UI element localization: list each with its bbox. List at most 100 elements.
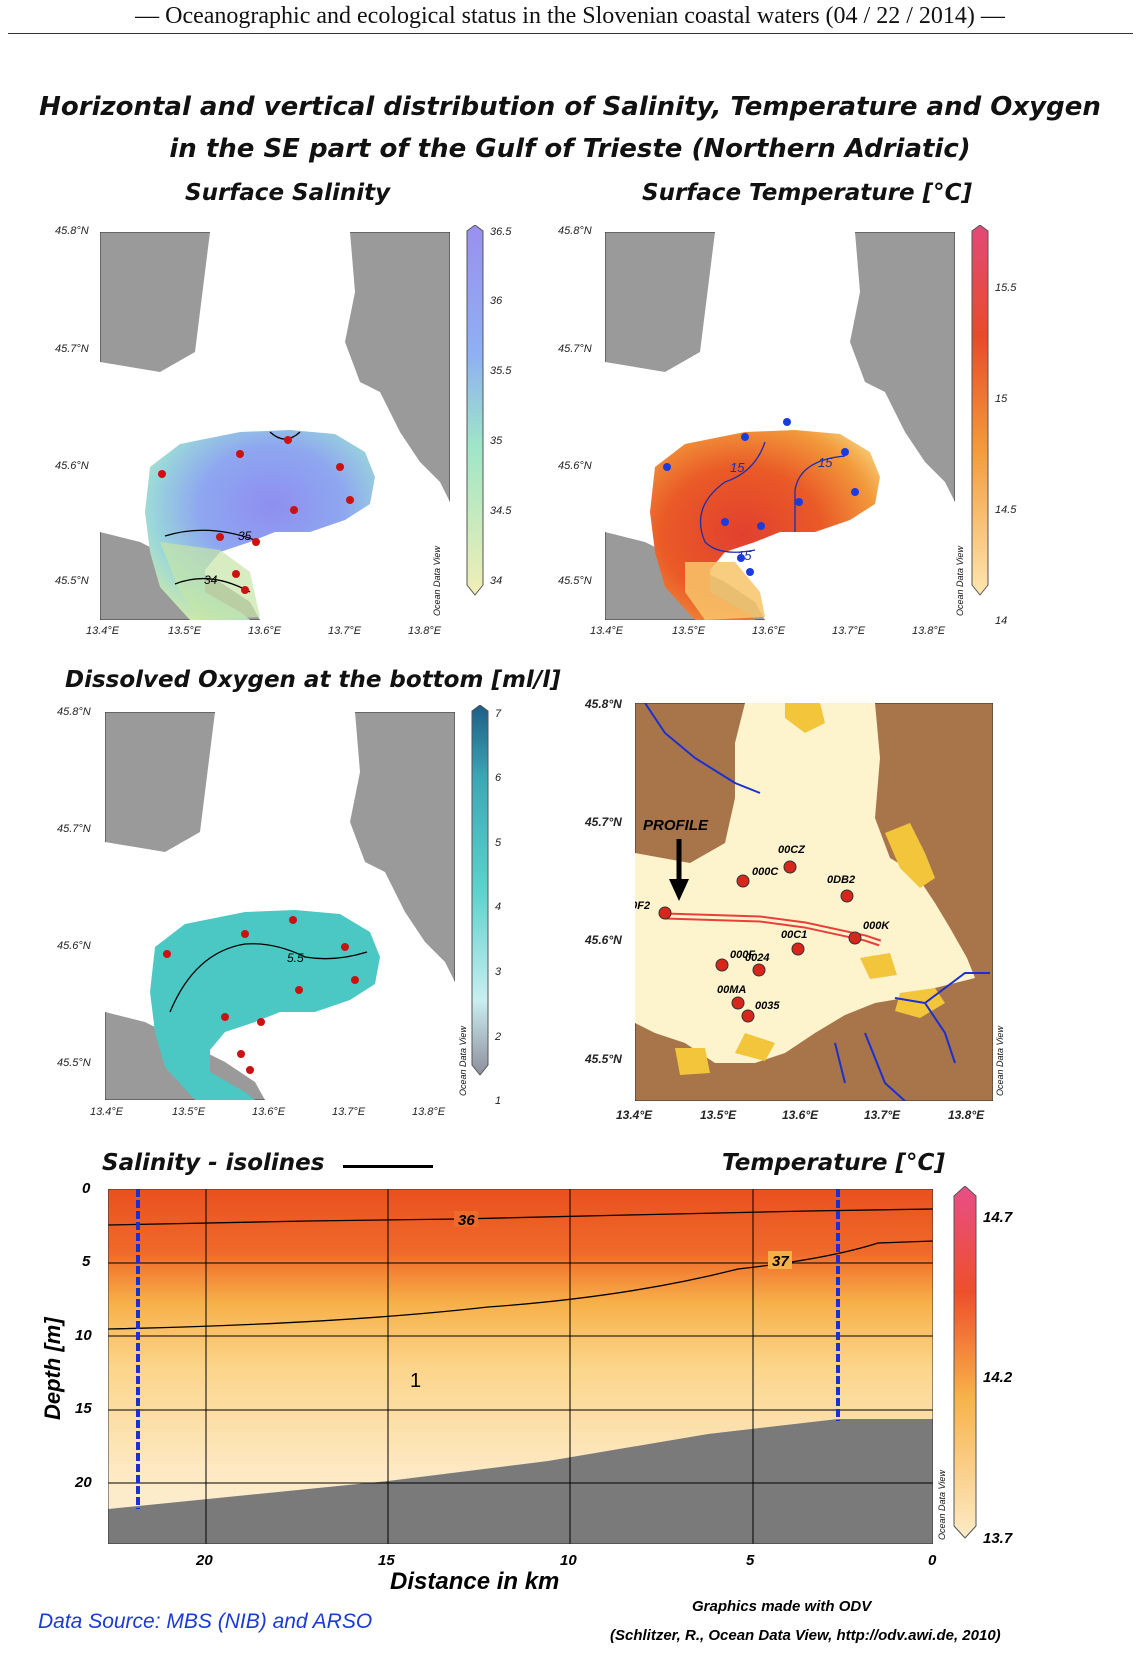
- page-number: 1: [410, 1370, 421, 1392]
- lat-label: 45.7°N: [55, 343, 89, 355]
- contour-label: 15: [730, 460, 745, 475]
- station-dot: [241, 930, 249, 938]
- lon-label: 13.8°E: [412, 1106, 446, 1118]
- contour-line: [169, 943, 368, 1013]
- oxygen-colorbar: [471, 705, 489, 1076]
- lon-label: 13.6°E: [252, 1106, 286, 1118]
- station-label: 0DB2: [827, 874, 855, 886]
- odv-credit: Ocean Data View: [432, 546, 442, 616]
- station-label: 0035: [755, 1000, 780, 1012]
- colorbar-tick: 14.5: [995, 504, 1017, 516]
- colorbar-tick: 15.5: [995, 282, 1017, 294]
- lat-label: 45.6°N: [55, 460, 89, 472]
- station-marker: [741, 1009, 755, 1023]
- river: [644, 703, 761, 794]
- salinity-panel-title: Surface Salinity: [185, 180, 391, 206]
- station-dot: [746, 568, 754, 576]
- lon-label: 13.8°E: [948, 1108, 985, 1122]
- section-right-title: Temperature [°C]: [722, 1150, 945, 1176]
- depth-tick: 5: [82, 1253, 91, 1270]
- temperature-panel-title: Surface Temperature [°C]: [642, 180, 972, 206]
- station-label: 000C: [752, 866, 779, 878]
- distance-tick: 0: [928, 1552, 937, 1569]
- isoline-label: 37: [772, 1253, 789, 1270]
- lon-label: 13.4°E: [86, 625, 120, 637]
- colorbar-tick: 34: [490, 575, 503, 587]
- figure-title: Horizontal and vertical distribution of …: [0, 86, 1140, 170]
- station-label: 0024: [745, 952, 769, 964]
- contour-label: 35: [238, 529, 252, 543]
- station-dot: [289, 916, 297, 924]
- lon-label: 13.8°E: [408, 625, 442, 637]
- salinity-colorbar: [466, 225, 484, 596]
- profile-arrowhead: [669, 879, 689, 901]
- lat-label: 45.8°N: [585, 697, 622, 711]
- station-dot: [336, 463, 344, 471]
- colorbar-tick: 14.7: [983, 1209, 1013, 1226]
- station-dot: [795, 498, 803, 506]
- contour-label: 5.5: [287, 951, 304, 965]
- station-dot: [841, 448, 849, 456]
- station-marker: [736, 874, 750, 888]
- station-dot: [351, 976, 359, 984]
- running-header: — Oceanographic and ecological status in…: [135, 3, 1005, 29]
- colorbar-tick: 7: [495, 708, 502, 720]
- station-label: 00CZ: [778, 844, 806, 856]
- lon-label: 13.5°E: [700, 1108, 737, 1122]
- station-dot: [237, 1050, 245, 1058]
- lat-label: 45.8°N: [558, 225, 592, 237]
- distance-tick: 5: [746, 1552, 755, 1569]
- contour-line: [164, 529, 261, 543]
- sea-floor: [108, 1419, 933, 1544]
- station-dot: [851, 488, 859, 496]
- station-dot: [721, 518, 729, 526]
- contour-label: 34: [204, 573, 218, 587]
- contour-line: [699, 441, 766, 553]
- station-markers: [158, 436, 354, 594]
- lon-label: 13.7°E: [832, 625, 866, 637]
- oxygen-field: [150, 910, 380, 1100]
- colorbar-tick: 14.2: [983, 1369, 1013, 1386]
- lon-label: 13.5°E: [168, 625, 202, 637]
- river: [834, 972, 990, 1101]
- colorbar-tick: 36.5: [490, 226, 512, 238]
- lat-label: 45.7°N: [585, 815, 622, 829]
- colorbar-tick: 2: [495, 1031, 502, 1043]
- lon-label: 13.5°E: [172, 1106, 206, 1118]
- lon-label: 13.7°E: [332, 1106, 366, 1118]
- station-markers: [663, 418, 859, 576]
- station-dot: [232, 570, 240, 578]
- grid-lines: [108, 1189, 933, 1544]
- section-colorbar: [953, 1186, 977, 1539]
- depth-tick: 15: [75, 1400, 92, 1417]
- lon-label: 13.6°E: [752, 625, 786, 637]
- lon-label: 13.4°E: [590, 625, 624, 637]
- station-label: 000F: [730, 949, 755, 961]
- salinity-isoline-legend: [343, 1165, 433, 1168]
- station-dot: [252, 538, 260, 546]
- lon-label: 13.6°E: [248, 625, 282, 637]
- station-map: PROFILE 00CZ 000C 0DB2 00F2 000K 00C1 00…: [635, 703, 993, 1101]
- figure-title-line1: Horizontal and vertical distribution of …: [39, 92, 1101, 122]
- distance-tick: 20: [196, 1552, 213, 1569]
- odv-credit: Ocean Data View: [995, 1026, 1005, 1096]
- temperature-map: 15 15 15: [605, 232, 955, 620]
- lat-label: 45.7°N: [558, 343, 592, 355]
- station-dot: [246, 1066, 254, 1074]
- lon-label: 13.4°E: [90, 1106, 124, 1118]
- station-dot: [737, 554, 745, 562]
- lon-label: 13.6°E: [782, 1108, 819, 1122]
- colorbar-tick: 5: [495, 837, 502, 849]
- salinity-map: 35 34: [100, 232, 450, 620]
- station-dot: [236, 450, 244, 458]
- station-label: 00F2: [635, 900, 650, 912]
- isoline-label: 36: [458, 1212, 475, 1229]
- station-dot: [741, 433, 749, 441]
- isoline-label-bg: [768, 1251, 792, 1269]
- colorbar-tick: 1: [495, 1095, 502, 1107]
- temperature-lower-band: [685, 562, 765, 620]
- colorbar-tick: 15: [995, 393, 1008, 405]
- colorbar-tick: 6: [495, 772, 502, 784]
- colorbar-tick: 4: [495, 901, 502, 913]
- colorbar-tick: 35: [490, 435, 503, 447]
